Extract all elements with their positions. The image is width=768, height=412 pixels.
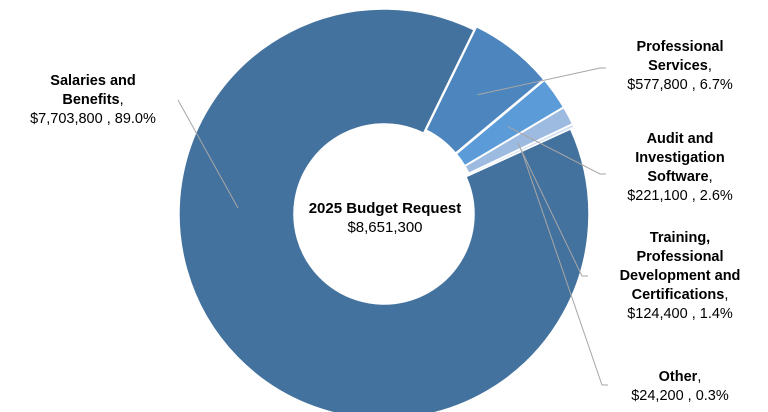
slice-name-line: Training, — [649, 230, 711, 246]
leader-lines — [177, 67, 608, 386]
slice-name-line: Audit and — [646, 131, 714, 147]
slice-name-line: Investigation — [635, 150, 725, 166]
slice-name-line: Professional — [636, 249, 724, 265]
center-title: 2025 Budget Request — [308, 200, 462, 217]
slice-name-line: Other — [658, 369, 698, 385]
leader-line-2 — [507, 126, 606, 175]
slice-value: $221,100 , 2.6% — [627, 188, 733, 204]
leader-line-3 — [517, 142, 588, 277]
center-label: 2025 Budget Request $8,651,300 — [290, 199, 480, 237]
slice-name-line: Certifications — [631, 287, 725, 303]
slice-name-line: Benefits — [62, 92, 120, 108]
slice-1 — [425, 25, 545, 155]
slice-value: $124,400 , 1.4% — [627, 306, 733, 322]
slice-label-3: Training, Professional Development and Cert… — [600, 229, 760, 324]
slice-label-0: Salaries and Benefits, $7,703,800 , 89.0% — [0, 72, 186, 129]
slice-0 — [178, 8, 590, 412]
donut-slices — [178, 8, 590, 412]
slice-label-1: Professional Services, $577,800 , 6.7% — [600, 38, 760, 95]
slice-name-line: Software — [647, 169, 709, 185]
slice-value: $7,703,800 , 89.0% — [30, 111, 156, 127]
slice-label-2: Audit and Investigation Software, $221,100 … — [600, 130, 760, 206]
center-value: $8,651,300 — [347, 219, 423, 236]
slice-name-line: Salaries and — [50, 73, 136, 89]
slice-value: $24,200 , 0.3% — [631, 388, 729, 404]
slice-value: $577,800 , 6.7% — [627, 77, 733, 93]
leader-line-4 — [520, 149, 608, 386]
slice-label-4: Other, $24,200 , 0.3% — [600, 368, 760, 406]
slice-name-line: Services — [648, 58, 708, 74]
slice-name-line: Professional — [636, 39, 724, 55]
leader-line-0 — [177, 99, 239, 209]
slice-name-line: Development and — [619, 268, 741, 284]
leader-line-1 — [477, 67, 606, 96]
